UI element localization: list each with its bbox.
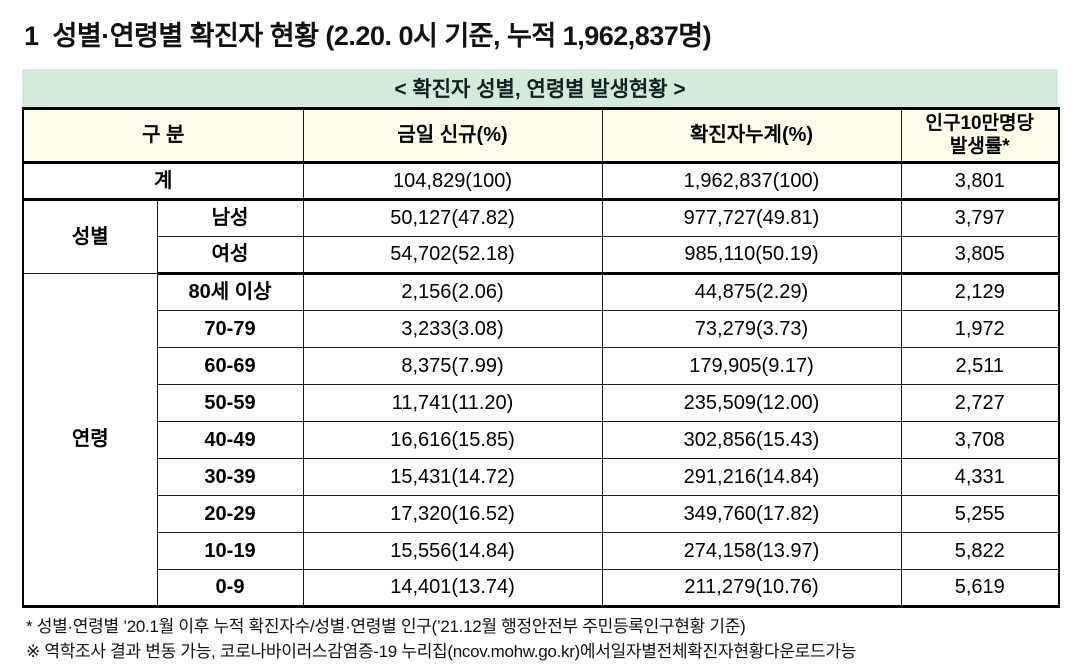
age-group-label: 연령 <box>22 273 158 607</box>
footnote-disclaimer: ※ 역학조사 결과 변동 가능, 코로나바이러스감염증-19 누리집(ncov.… <box>26 641 857 661</box>
cumulative-value: 73,279(3.73) <box>601 310 902 348</box>
cumulative-value: 44,875(2.29) <box>601 273 902 311</box>
cumulative-value: 274,158(13.97) <box>601 532 902 570</box>
rate-value: 2,511 <box>900 347 1060 385</box>
cumulative-value: 291,216(14.84) <box>601 458 902 496</box>
rate-value: 2,129 <box>900 273 1060 311</box>
page-title: 1 성별·연령별 확진자 현황 (2.20. 0시 기준, 누적 1,962,8… <box>24 21 712 51</box>
daily-new-value: 54,702(52.18) <box>302 236 603 275</box>
footnote-source: * 성별·연령별 ’20.1월 이후 누적 확진자수/성별·연령별 인구(’21… <box>26 617 746 636</box>
age-label: 20-29 <box>156 495 304 533</box>
rate-value: 3,797 <box>900 199 1060 237</box>
cumulative-value: 1,962,837(100) <box>601 162 902 201</box>
footnotes: * 성별·연령별 ’20.1월 이후 누적 확진자수/성별·연령별 인구(’21… <box>22 615 1058 664</box>
cumulative-value: 211,279(10.76) <box>601 569 902 607</box>
age-label: 80세 이상 <box>156 273 304 311</box>
table-row-male: 성별 남성 50,127(47.82) 977,727(49.81) 3,797 <box>22 199 1060 274</box>
cumulative-value: 977,727(49.81) <box>601 199 902 237</box>
daily-new-value: 15,431(14.72) <box>302 458 603 496</box>
table-row-age-70-79: 70-79 3,233(3.08) 73,279(3.73) 1,972 <box>23 310 1060 348</box>
header-daily-new: 금일 신규(%) <box>302 108 603 164</box>
gender-group-label: 성별 <box>22 199 158 274</box>
daily-new-value: 3,233(3.08) <box>302 310 603 348</box>
daily-new-value: 104,829(100) <box>302 162 603 201</box>
rate-value: 1,972 <box>900 310 1060 348</box>
daily-new-value: 14,401(13.74) <box>302 569 603 607</box>
daily-new-value: 15,556(14.84) <box>302 532 603 570</box>
cumulative-value: 235,509(12.00) <box>601 384 902 422</box>
daily-new-value: 2,156(2.06) <box>302 273 603 311</box>
rate-value: 5,255 <box>900 495 1060 533</box>
age-label: 0-9 <box>156 569 304 607</box>
age-label: 50-59 <box>156 384 304 422</box>
daily-new-value: 16,616(15.85) <box>302 421 603 459</box>
header-row: 구 분 금일 신규(%) 확진자누계(%) 인구10만명당 발생률* <box>22 108 1060 164</box>
rate-value: 4,331 <box>900 458 1060 496</box>
rate-value: 3,805 <box>900 236 1060 275</box>
table-row-female: 여성 54,702(52.18) 985,110(50.19) 3,805 <box>23 236 1060 275</box>
table-caption-band: < 확진자 성별, 연령별 발생현황 > <box>22 69 1058 107</box>
age-label: 30-39 <box>156 458 304 496</box>
table-row-age-50-59: 50-59 11,741(11.20) 235,509(12.00) 2,727 <box>23 384 1060 422</box>
rate-value: 5,822 <box>900 532 1060 570</box>
cumulative-value: 179,905(9.17) <box>601 347 902 385</box>
header-rate: 인구10만명당 발생률* <box>900 108 1060 164</box>
header-rate-line2: 발생률* <box>949 135 1010 157</box>
table-row-age-40-49: 40-49 16,616(15.85) 302,856(15.43) 3,708 <box>23 421 1060 459</box>
gender-label: 여성 <box>156 236 304 275</box>
rate-value: 2,727 <box>900 384 1060 422</box>
table-row-age-30-39: 30-39 15,431(14.72) 291,216(14.84) 4,331 <box>23 458 1060 496</box>
cumulative-value: 349,760(17.82) <box>601 495 902 533</box>
rate-value: 3,801 <box>900 162 1060 201</box>
cumulative-value: 985,110(50.19) <box>601 236 902 275</box>
table-row-age-60-69: 60-69 8,375(7.99) 179,905(9.17) 2,511 <box>23 347 1060 385</box>
header-category: 구 분 <box>22 108 304 164</box>
age-label: 60-69 <box>156 347 304 385</box>
total-label: 계 <box>22 162 304 201</box>
rate-value: 3,708 <box>900 421 1060 459</box>
daily-new-value: 50,127(47.82) <box>302 199 603 237</box>
age-label: 10-19 <box>156 532 304 570</box>
table-row-age-0-9: 0-9 14,401(13.74) 211,279(10.76) 5,619 <box>23 569 1060 607</box>
daily-new-value: 8,375(7.99) <box>302 347 603 385</box>
header-cumulative: 확진자누계(%) <box>601 108 902 164</box>
cumulative-value: 302,856(15.43) <box>601 421 902 459</box>
table-row-age-20-29: 20-29 17,320(16.52) 349,760(17.82) 5,255 <box>23 495 1060 533</box>
table-caption: < 확진자 성별, 연령별 발생현황 > <box>394 78 686 101</box>
table-row-age-10-19: 10-19 15,556(14.84) 274,158(13.97) 5,822 <box>23 532 1060 570</box>
age-label: 40-49 <box>156 421 304 459</box>
confirmed-cases-table: 구 분 금일 신규(%) 확진자누계(%) 인구10만명당 발생률* 계 104… <box>22 107 1061 608</box>
rate-value: 5,619 <box>900 569 1060 607</box>
header-rate-line1: 인구10만명당 <box>925 112 1035 134</box>
table-row-age-80plus: 연령 80세 이상 2,156(2.06) 44,875(2.29) 2,129 <box>22 273 1060 607</box>
daily-new-value: 17,320(16.52) <box>302 495 603 533</box>
gender-label: 남성 <box>156 199 304 237</box>
age-label: 70-79 <box>156 310 304 348</box>
table-row-total: 계 104,829(100) 1,962,837(100) 3,801 <box>22 162 1060 201</box>
daily-new-value: 11,741(11.20) <box>302 384 603 422</box>
